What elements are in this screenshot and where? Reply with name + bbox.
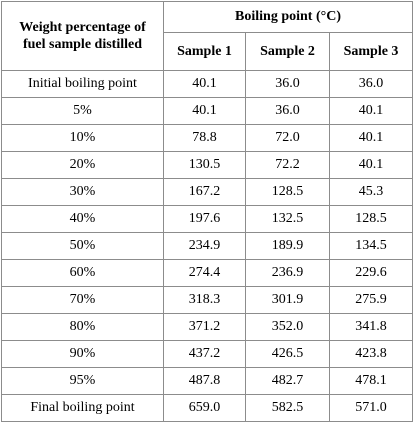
row-label: 60% (1, 259, 164, 287)
sample-2-value: 72.2 (245, 151, 330, 179)
row-label: Initial boiling point (1, 70, 164, 98)
table-row: 95% 487.8 482.7 478.1 (1, 367, 414, 395)
sample-3-value: 229.6 (328, 259, 414, 287)
sample-3-value: 40.1 (328, 124, 414, 152)
header-sample-2: Sample 2 (245, 32, 330, 71)
sample-2-value: 482.7 (245, 367, 330, 395)
table-row: 10% 78.8 72.0 40.1 (1, 124, 414, 152)
sample-2-value: 582.5 (245, 394, 330, 422)
sample-3-value: 128.5 (328, 205, 414, 233)
sample-1-value: 167.2 (163, 178, 246, 206)
table-row: 70% 318.3 301.9 275.9 (1, 286, 414, 314)
row-label: Final boiling point (1, 394, 164, 422)
table-row: Final boiling point 659.0 582.5 571.0 (1, 394, 414, 422)
table-row: 20% 130.5 72.2 40.1 (1, 151, 414, 179)
header-sample-3: Sample 3 (328, 32, 414, 71)
sample-2-value: 36.0 (245, 97, 330, 125)
sample-3-value: 134.5 (328, 232, 414, 260)
sample-2-value: 426.5 (245, 340, 330, 368)
table-row: 90% 437.2 426.5 423.8 (1, 340, 414, 368)
sample-2-value: 132.5 (245, 205, 330, 233)
sample-2-value: 128.5 (245, 178, 330, 206)
sample-3-value: 40.1 (328, 97, 414, 125)
row-label: 95% (1, 367, 164, 395)
sample-1-value: 659.0 (163, 394, 246, 422)
table-row: 40% 197.6 132.5 128.5 (1, 205, 414, 233)
row-label: 30% (1, 178, 164, 206)
row-label: 90% (1, 340, 164, 368)
sample-3-value: 275.9 (328, 286, 414, 314)
sample-2-value: 301.9 (245, 286, 330, 314)
header-weight-percentage: Weight percentage of fuel sample distill… (1, 1, 164, 71)
table-row: Initial boiling point 40.1 36.0 36.0 (1, 70, 414, 98)
sample-1-value: 234.9 (163, 232, 246, 260)
sample-3-value: 40.1 (328, 151, 414, 179)
sample-1-value: 40.1 (163, 70, 246, 98)
sample-2-value: 36.0 (245, 70, 330, 98)
sample-1-value: 318.3 (163, 286, 246, 314)
sample-1-value: 78.8 (163, 124, 246, 152)
sample-1-value: 40.1 (163, 97, 246, 125)
table-body: Initial boiling point 40.1 36.0 36.0 5% 40.1 3… (1, 70, 414, 422)
sample-1-value: 371.2 (163, 313, 246, 341)
row-label: 20% (1, 151, 164, 179)
table-row: 60% 274.4 236.9 229.6 (1, 259, 414, 287)
sample-1-value: 197.6 (163, 205, 246, 233)
row-label: 10% (1, 124, 164, 152)
sample-3-value: 341.8 (328, 313, 414, 341)
table-row: 80% 371.2 352.0 341.8 (1, 313, 414, 341)
sample-1-value: 487.8 (163, 367, 246, 395)
sample-3-value: 571.0 (328, 394, 414, 422)
sample-1-value: 274.4 (163, 259, 246, 287)
sample-1-value: 437.2 (163, 340, 246, 368)
header-weight-line-1: Weight percentage of (19, 20, 146, 35)
sample-3-value: 423.8 (328, 340, 414, 368)
sample-3-value: 478.1 (328, 367, 414, 395)
sample-2-value: 189.9 (245, 232, 330, 260)
table-row: 5% 40.1 36.0 40.1 (1, 97, 414, 125)
header-weight-line-2: fuel sample distilled (22, 37, 142, 52)
sample-3-value: 36.0 (328, 70, 414, 98)
sample-2-value: 236.9 (245, 259, 330, 287)
header-sample-1: Sample 1 (163, 32, 246, 71)
row-label: 80% (1, 313, 164, 341)
row-label: 40% (1, 205, 164, 233)
sample-3-value: 45.3 (328, 178, 414, 206)
header-boiling-point: Boiling point (°C) (162, 1, 414, 33)
sample-2-value: 72.0 (245, 124, 330, 152)
sample-2-value: 352.0 (245, 313, 330, 341)
row-label: 70% (1, 286, 164, 314)
sample-1-value: 130.5 (163, 151, 246, 179)
row-label: 50% (1, 232, 164, 260)
row-label: 5% (1, 97, 164, 125)
table-header: Weight percentage of fuel sample distill… (1, 1, 414, 71)
table-row: 30% 167.2 128.5 45.3 (1, 178, 414, 206)
table-row: 50% 234.9 189.9 134.5 (1, 232, 414, 260)
